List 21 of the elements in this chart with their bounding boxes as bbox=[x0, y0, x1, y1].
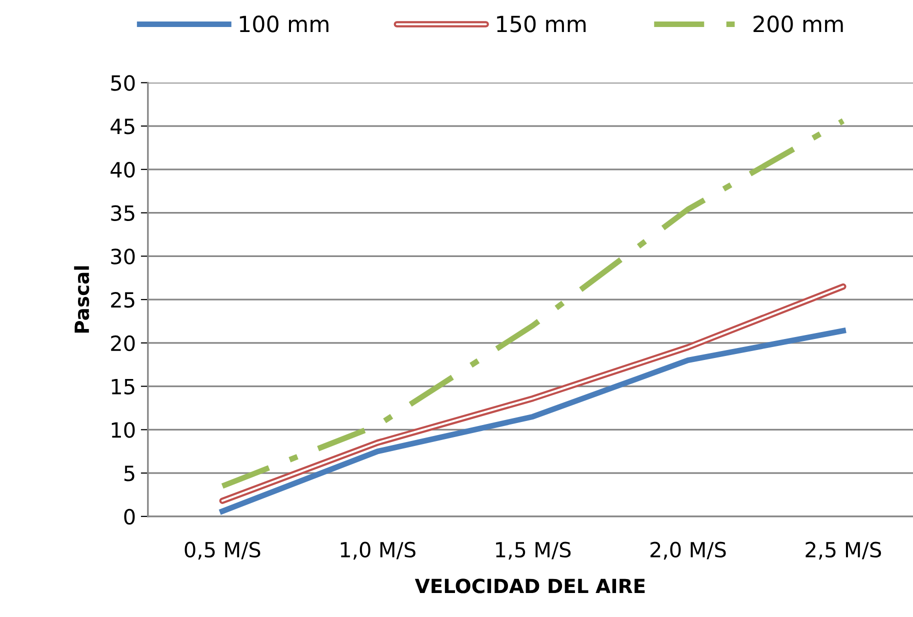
y-axis-title: Pascal bbox=[74, 266, 90, 333]
x-axis-title: VELOCIDAD DEL AIRE bbox=[414, 578, 645, 594]
y-tick-label: 25 bbox=[111, 292, 134, 308]
x-tick-label: 0,5 M/S bbox=[184, 542, 260, 560]
y-tick-label: 5 bbox=[124, 466, 134, 482]
y-tick-label: 40 bbox=[110, 162, 135, 178]
x-tick-label: 1,5 M/S bbox=[496, 542, 571, 560]
y-tick-label: 30 bbox=[111, 248, 135, 264]
y-tick-label: 50 bbox=[111, 75, 135, 91]
y-tick-label: 20 bbox=[111, 335, 135, 352]
y-tick-label: 45 bbox=[110, 118, 134, 134]
legend-label: 100 mm bbox=[240, 16, 328, 32]
x-tick-label: 2,0 M/S bbox=[650, 542, 726, 560]
y-tick-label: 35 bbox=[111, 205, 134, 222]
y-tick-label: 15 bbox=[112, 379, 134, 395]
legend-label: 150 mm bbox=[497, 16, 586, 32]
y-tick-label: 0 bbox=[124, 508, 135, 525]
legend-label: 200 mm bbox=[754, 16, 843, 32]
y-tick-label: 10 bbox=[112, 422, 135, 438]
x-tick-label: 2,5 M/S bbox=[806, 542, 881, 560]
x-tick-label: 1,0 M/S bbox=[340, 542, 416, 560]
